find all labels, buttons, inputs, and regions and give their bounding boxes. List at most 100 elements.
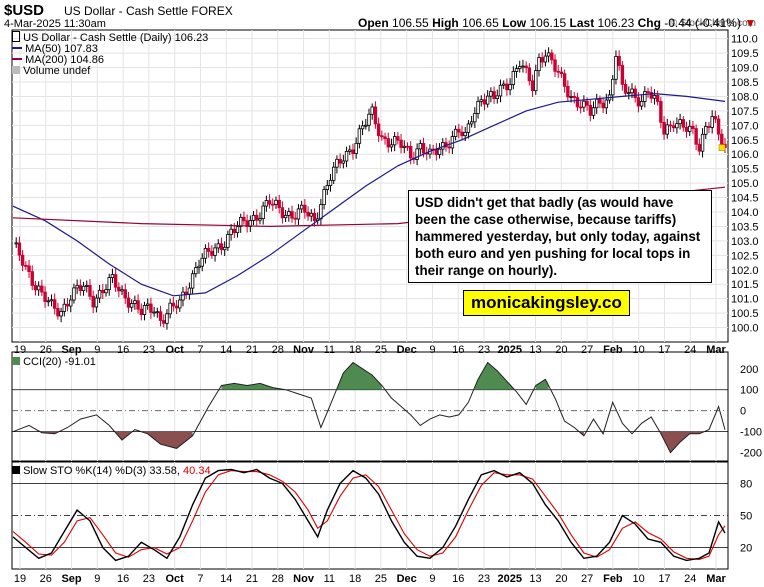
x-tick-label-lower: Nov (293, 573, 315, 585)
price-y-tick-label: 107.5 (731, 106, 759, 118)
candle-body (216, 243, 220, 249)
candle-body (49, 299, 54, 302)
candle-body (306, 211, 310, 217)
candle-body (81, 285, 86, 292)
candle-body (370, 106, 374, 115)
sto-line-icon (12, 466, 20, 474)
candle-body (65, 303, 70, 307)
x-tick-label-upper: 24 (684, 344, 696, 356)
x-tick-label-lower: 19 (14, 573, 26, 585)
candle-body (392, 136, 397, 146)
price-y-tick-label: 108.0 (731, 91, 759, 103)
candle-body (562, 73, 567, 87)
candle-body (155, 311, 160, 314)
candle-body (550, 52, 554, 61)
x-tick-label-lower: 21 (246, 573, 258, 585)
x-tick-label-upper: 27 (581, 344, 593, 356)
x-tick-label-lower: 9 (429, 573, 435, 585)
price-y-tick-label: 107.0 (731, 120, 759, 132)
candle-body (639, 101, 644, 107)
price-legend-label: US Dollar - Cash Settle (Daily) 106.23 (23, 32, 209, 44)
candle-body (299, 204, 304, 210)
volume-legend-label: Volume undef (23, 65, 91, 77)
candle-body (623, 83, 628, 94)
price-y-tick-label: 103.5 (731, 221, 759, 233)
candle-body (437, 148, 442, 155)
sto-y-tick-label: 20 (740, 543, 752, 555)
x-tick-label-upper: 9 (429, 344, 435, 356)
cci-fill-icon (12, 357, 20, 365)
annotation-box: USD didn't get that badly (as would have… (408, 190, 712, 283)
x-tick-label-lower: Dec (397, 573, 417, 585)
candle-body (210, 251, 214, 256)
price-y-tick-label: 109.0 (731, 63, 759, 75)
x-tick-label-upper: 14 (220, 344, 232, 356)
volume-bar-icon (12, 66, 20, 74)
candle-body (386, 138, 390, 148)
candle-body (479, 99, 483, 102)
candle-body (659, 101, 663, 123)
candle-body (174, 305, 179, 309)
ma200-legend-label: MA(200) 104.86 (25, 54, 104, 66)
candle-body (341, 160, 346, 164)
candle-body (595, 98, 599, 109)
candle-body (691, 125, 695, 129)
price-y-tick-label: 106.0 (731, 149, 759, 161)
chg-value: -0.44 (-0.41%) (664, 16, 741, 30)
candle-body (665, 124, 669, 135)
candle-body (633, 88, 637, 99)
candle-body (264, 200, 269, 207)
x-tick-label-lower: 16 (452, 573, 464, 585)
candle-body (271, 203, 275, 206)
candle-body (498, 84, 503, 97)
last-label: Last (569, 16, 595, 30)
candle-body (688, 125, 692, 132)
x-tick-label-upper: 16 (452, 344, 464, 356)
symbol-title: $USD (4, 2, 45, 19)
candle-body (601, 102, 605, 109)
cci-oversold-fill (115, 431, 132, 440)
candle-body (322, 189, 326, 205)
x-tick-label-lower: 24 (684, 573, 696, 585)
x-tick-label-lower: 23 (143, 573, 155, 585)
x-tick-label-lower: Mar (706, 573, 726, 585)
candle-body (280, 207, 285, 219)
x-tick-label-lower: 17 (658, 573, 670, 585)
candle-body (283, 214, 288, 219)
candle-body (582, 100, 586, 108)
candle-body (69, 299, 73, 307)
candle-body (434, 148, 439, 155)
candle-body (277, 199, 281, 209)
ohlc-readout: Open 106.55 High 106.65 Low 106.15 Last … (358, 16, 756, 30)
candle-body (553, 59, 557, 72)
candle-body (646, 91, 650, 93)
x-tick-label-lower: 10 (633, 573, 645, 585)
candle-body (242, 216, 246, 222)
candle-body (107, 277, 111, 291)
candle-body (139, 308, 143, 315)
candle-body (229, 228, 233, 235)
x-tick-label-upper: Oct (165, 344, 184, 356)
candle-body (14, 242, 18, 245)
cci-overbought-fill (535, 379, 549, 390)
candle-body (267, 200, 272, 205)
candle-body (274, 199, 278, 205)
price-y-tick-label: 108.5 (731, 77, 759, 89)
x-tick-label-lower: Feb (603, 573, 623, 585)
x-tick-label-lower: 25 (375, 573, 387, 585)
candle-body (319, 204, 323, 220)
candle-body (655, 95, 660, 102)
x-tick-label-upper: Nov (293, 344, 315, 356)
x-tick-label-upper: 20 (555, 344, 567, 356)
candle-body (88, 285, 92, 297)
candle-body (213, 247, 217, 256)
candle-body (85, 285, 89, 287)
low-label: Low (502, 16, 527, 30)
candle-body (251, 214, 256, 221)
candle-body (588, 104, 592, 116)
price-y-tick-label: 102.0 (731, 265, 759, 277)
candle-body (543, 55, 548, 63)
x-tick-label-lower: 14 (220, 573, 232, 585)
candle-body (56, 307, 60, 317)
candle-body (364, 124, 368, 127)
